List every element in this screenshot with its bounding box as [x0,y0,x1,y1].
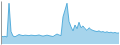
chart [0,0,120,45]
y-axis-line [1,2,2,45]
marks [1,3,119,44]
area [1,3,119,44]
plot [1,2,119,45]
line [1,3,119,37]
y-axis [1,2,2,45]
